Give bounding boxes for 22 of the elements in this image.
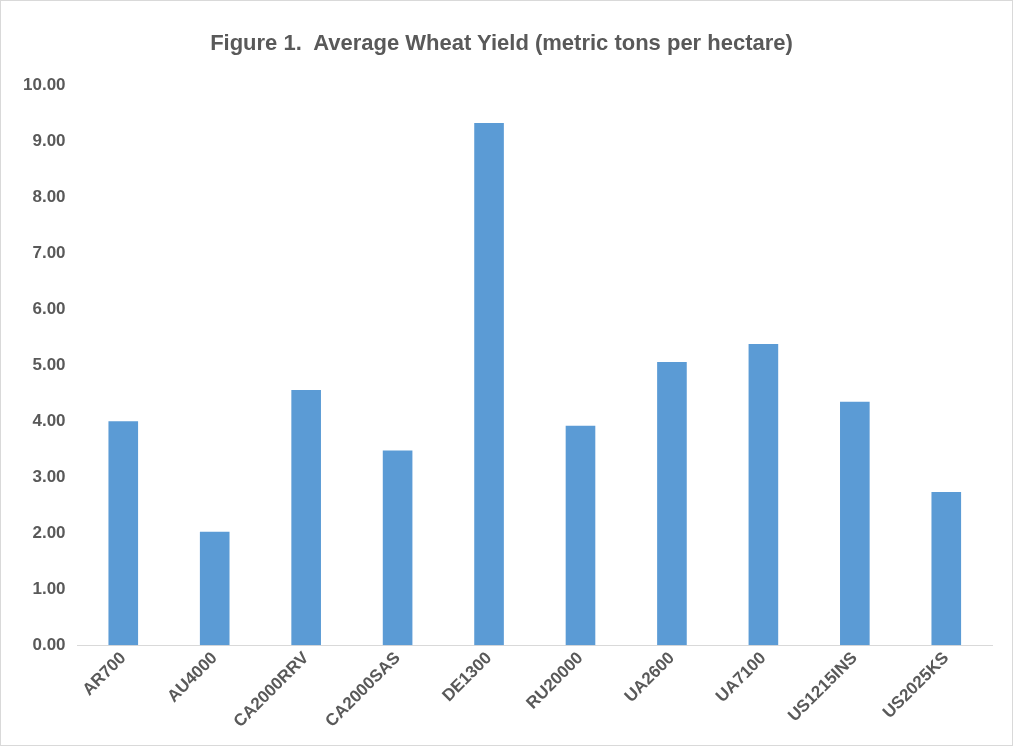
bar bbox=[108, 421, 139, 646]
y-tick-label: 8.00 bbox=[32, 187, 66, 207]
bar bbox=[291, 389, 321, 646]
bar bbox=[565, 425, 596, 646]
y-tick-label: 7.00 bbox=[32, 243, 66, 263]
bar bbox=[199, 531, 230, 646]
chart-title: Figure 1. Average Wheat Yield (metric tons per hectare) bbox=[210, 30, 793, 56]
y-tick-label: 6.00 bbox=[32, 299, 66, 319]
bar bbox=[474, 122, 504, 646]
y-tick-label: 5.00 bbox=[32, 355, 66, 375]
bar bbox=[931, 491, 962, 646]
bar bbox=[748, 344, 779, 646]
y-tick-label: 0.00 bbox=[32, 635, 66, 654]
y-tick-label: 2.00 bbox=[32, 523, 66, 543]
bar bbox=[382, 450, 413, 646]
y-tick-label: 4.00 bbox=[32, 411, 66, 431]
bar bbox=[840, 401, 870, 646]
bar bbox=[657, 362, 687, 646]
y-tick-label: 10.00 bbox=[22, 75, 66, 95]
y-tick-label: 3.00 bbox=[32, 467, 66, 487]
y-tick-label: 1.00 bbox=[32, 579, 66, 599]
y-tick-label: 9.00 bbox=[32, 131, 66, 151]
